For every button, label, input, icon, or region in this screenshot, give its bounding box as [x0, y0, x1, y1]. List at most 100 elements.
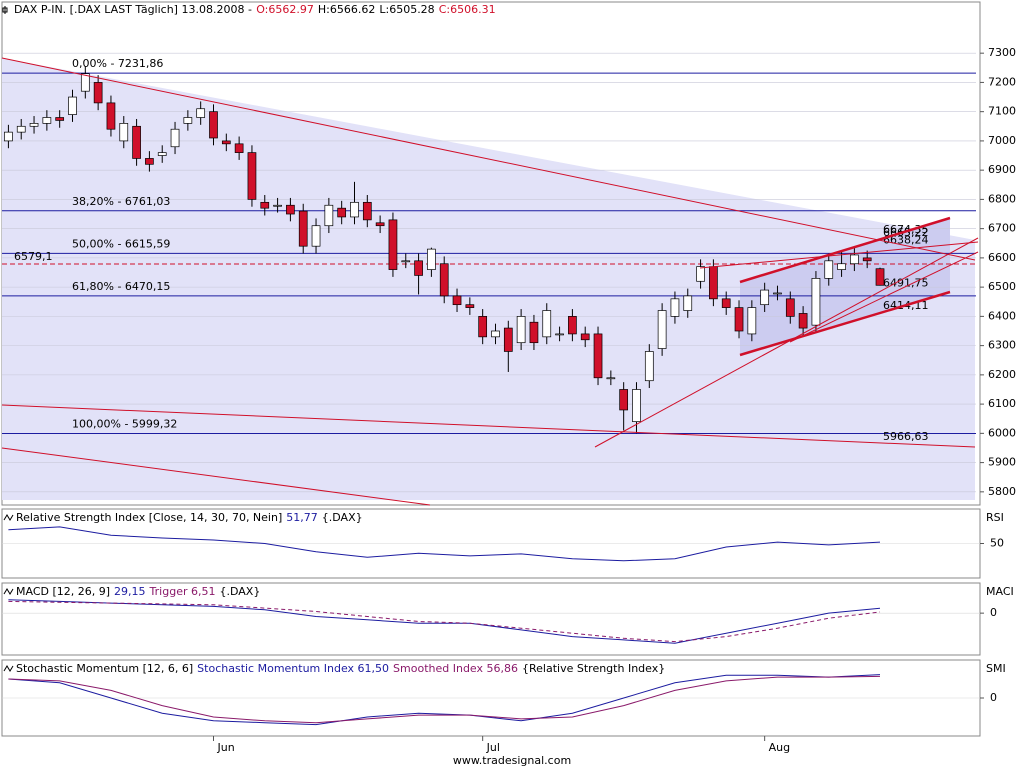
indicator-line	[8, 675, 881, 724]
indicator-line	[8, 674, 881, 726]
panel-icon	[3, 665, 14, 672]
y-tick-label: 5800	[988, 485, 1016, 498]
candle-body	[734, 307, 744, 332]
ohlc-label: C:6506.31	[439, 3, 496, 16]
candle-body	[875, 268, 885, 286]
candle-body	[170, 128, 180, 148]
candle-body	[452, 295, 462, 306]
axis-label: SMI	[986, 662, 1006, 675]
title-text: DAX P-IN. [.DAX LAST Täglich] 13.08.2008…	[14, 3, 252, 16]
candle-body	[580, 333, 590, 341]
candle-body	[4, 131, 13, 142]
candle-body	[709, 266, 718, 300]
title-text: Relative Strength Index [Close, 14, 30, …	[16, 511, 282, 524]
trend-line	[1, 404, 976, 448]
x-tick-label: Jul	[486, 741, 500, 754]
candle-body	[68, 96, 77, 115]
candle-body	[93, 82, 103, 104]
candle-body	[593, 333, 603, 379]
candle-body	[401, 260, 411, 263]
candle-body	[337, 207, 347, 218]
macd-panel	[1, 582, 981, 656]
candle-body	[542, 310, 552, 338]
candle-body	[196, 108, 206, 118]
fib-label: 100,00% - 5999,32	[72, 418, 177, 431]
panel-title: Relative Strength Index [Close, 14, 30, …	[16, 511, 363, 524]
candle-body	[106, 102, 116, 130]
y-tick-label: 6500	[988, 280, 1016, 293]
trend-line	[699, 241, 979, 269]
candle-body	[465, 304, 475, 308]
y-tick-label: 0	[990, 606, 997, 619]
candle-body	[29, 123, 39, 127]
candle-body	[350, 201, 359, 218]
channel-line	[739, 216, 951, 284]
shaded-region	[2, 58, 975, 500]
candle-body	[414, 260, 423, 276]
candle-body	[503, 327, 513, 352]
candle-body	[286, 204, 295, 215]
candle-body	[632, 389, 641, 423]
candle-body	[183, 117, 193, 124]
candle-body	[606, 377, 616, 380]
candle-body	[785, 298, 795, 317]
candle-body	[388, 219, 398, 270]
y-tick-label: 6100	[988, 397, 1016, 410]
indicator-line	[8, 600, 881, 643]
legend-entry: Stochastic Momentum Index 61,50	[197, 662, 389, 675]
candle-body	[862, 257, 872, 262]
x-tick-label: Aug	[769, 741, 790, 754]
legend-entry: 51,77	[286, 511, 318, 524]
candle-body	[798, 313, 808, 329]
legend-entry: Trigger 6,51	[149, 585, 216, 598]
candle-body	[311, 225, 321, 247]
y-tick-label: 6000	[988, 426, 1016, 439]
channel-fill	[740, 218, 950, 355]
chart-title: DAX P-IN. [.DAX LAST Täglich] 13.08.2008…	[14, 3, 496, 16]
candle-body	[491, 330, 500, 338]
candle-body	[247, 152, 257, 200]
candle-body	[670, 298, 680, 317]
candle-body	[529, 321, 539, 344]
y-tick-label: 0	[990, 691, 997, 704]
candle-body	[324, 204, 334, 227]
candle-body	[439, 263, 449, 297]
candle-body	[16, 125, 26, 133]
fib-label: 0,00% - 7231,86	[72, 57, 163, 70]
trend-line	[789, 251, 979, 343]
candle-body	[619, 389, 629, 411]
footer: www.tradesignal.com	[453, 754, 571, 767]
title-text: Stochastic Momentum [12, 6, 6]	[16, 662, 193, 675]
candle-body	[132, 125, 141, 159]
y-tick-label: 6700	[988, 222, 1016, 235]
y-tick-label: 50	[990, 537, 1004, 550]
candle-body	[375, 222, 385, 227]
fib-label: 61,80% - 6470,15	[72, 280, 170, 293]
candle-body	[516, 316, 526, 344]
candle-body	[221, 140, 231, 145]
y-tick-label: 6200	[988, 368, 1016, 381]
price-label: 5966,63	[883, 430, 929, 443]
candle-body	[555, 333, 564, 336]
trend-line	[594, 237, 979, 448]
candle-body	[234, 143, 244, 153]
x-tick-label: Jun	[216, 741, 234, 754]
candle-body	[157, 152, 167, 156]
candle-body	[273, 204, 282, 207]
fib-label: 38,20% - 6761,03	[72, 195, 170, 208]
y-tick-label: 5900	[988, 456, 1016, 469]
trend-line	[1, 447, 431, 506]
panel-icon	[3, 588, 14, 595]
candle-body	[850, 254, 859, 265]
ohlc-label: H:6566.62	[318, 3, 375, 16]
candle-body	[721, 298, 731, 308]
ohlc-label: O:6562.97	[256, 3, 314, 16]
y-tick-label: 6400	[988, 309, 1016, 322]
candle-body	[119, 123, 129, 142]
candle-body	[362, 201, 372, 221]
y-tick-label: 6900	[988, 163, 1016, 176]
ohlc-label: L:6505.28	[379, 3, 434, 16]
indicator-line	[8, 526, 881, 562]
candle-body	[145, 158, 154, 165]
